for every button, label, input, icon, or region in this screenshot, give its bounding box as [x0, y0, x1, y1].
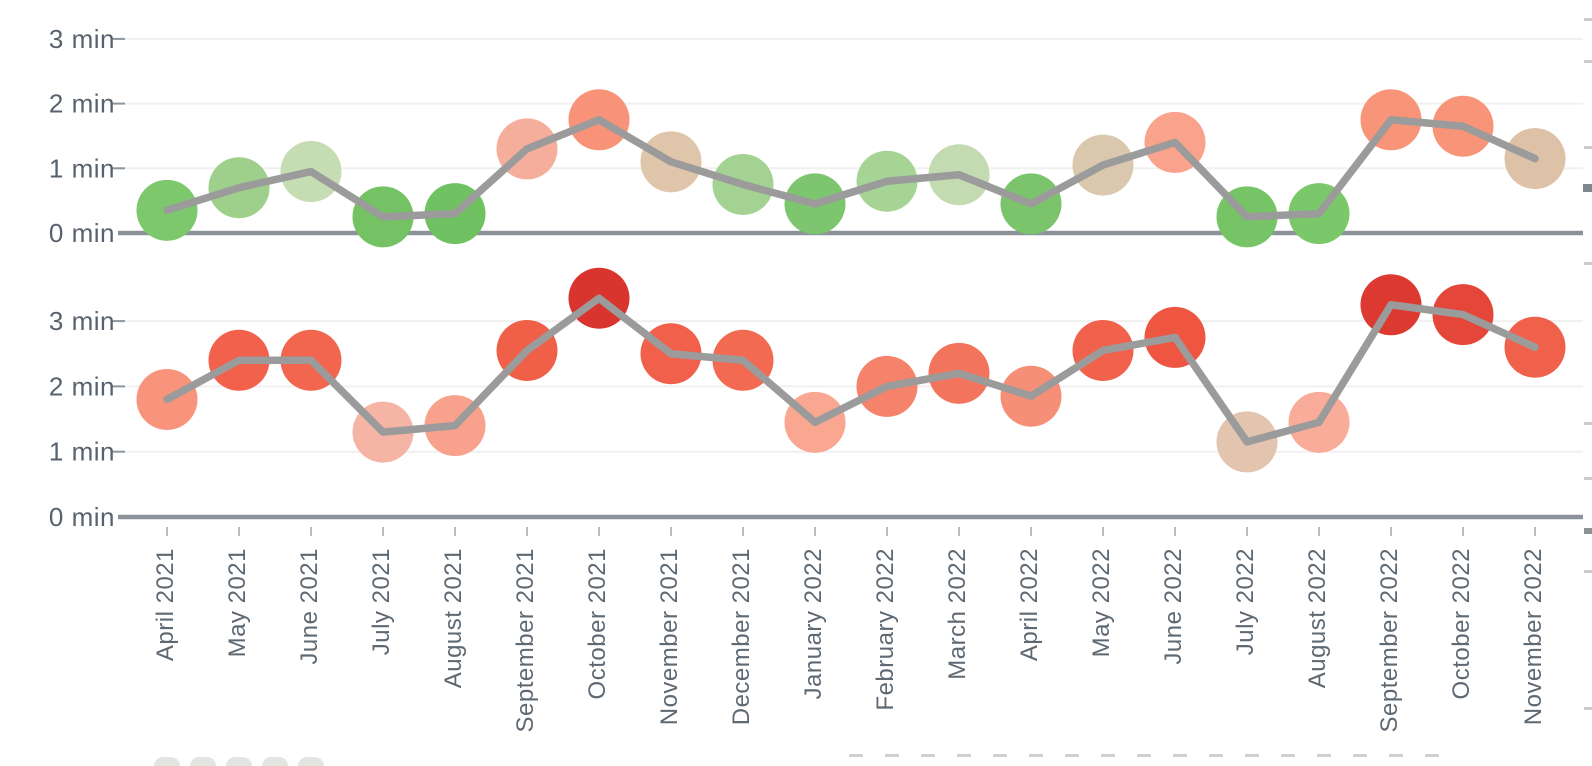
y-axis-label: 0 min [49, 502, 115, 532]
x-axis-label-august-2022: August 2022 [1304, 548, 1331, 689]
cutoff-mark [1245, 754, 1259, 757]
x-axis-label-july-2022: July 2022 [1232, 548, 1259, 656]
x-axis-label-february-2022: February 2022 [872, 548, 899, 711]
cutoff-mark [849, 754, 863, 757]
right-edge-tick-dark [1584, 528, 1592, 534]
cutoff-circle-top [298, 757, 324, 766]
x-axis-label-june-2022: June 2022 [1160, 548, 1187, 665]
x-axis-label-november-2022: November 2022 [1520, 548, 1547, 726]
right-edge-tick [1584, 707, 1592, 710]
y-axis-label: 0 min [49, 218, 115, 248]
x-axis-label-april-2021: April 2021 [152, 548, 179, 662]
cutoff-circle-top [154, 757, 180, 766]
cutoff-mark [885, 754, 899, 757]
x-axis-label-january-2022: January 2022 [800, 548, 827, 700]
right-edge-tick [1584, 60, 1592, 63]
right-edge-tick [1584, 262, 1592, 265]
x-axis-label-august-2021: August 2021 [440, 548, 467, 689]
cutoff-mark [1101, 754, 1115, 757]
x-axis-label-march-2022: March 2022 [944, 548, 971, 680]
cutoff-circle-top [190, 757, 216, 766]
cutoff-mark [1317, 754, 1331, 757]
y-axis-label: 2 min [49, 371, 115, 401]
x-axis-label-december-2021: December 2021 [728, 548, 755, 726]
trend-line [163, 116, 1539, 221]
right-edge-tick [1584, 146, 1592, 149]
y-axis-label: 1 min [49, 437, 115, 467]
x-axis-label-september-2022: September 2022 [1376, 548, 1403, 733]
right-edge-tick [1584, 570, 1592, 573]
y-axis-label: 3 min [49, 24, 115, 54]
x-axis-label-october-2021: October 2021 [584, 548, 611, 700]
x-axis-label-november-2021: November 2021 [656, 548, 683, 726]
cutoff-mark [1173, 754, 1187, 757]
cutoff-circle-top [262, 757, 288, 766]
cutoff-mark [1353, 754, 1367, 757]
trend-line [163, 294, 1539, 446]
cutoff-mark [1209, 754, 1223, 757]
cutoff-mark [1065, 754, 1079, 757]
y-axis-label: 3 min [49, 306, 115, 336]
y-axis-label: 1 min [49, 153, 115, 183]
x-axis-label-july-2021: July 2021 [368, 548, 395, 656]
right-edge-mark [1583, 184, 1592, 192]
y-axis-label: 2 min [49, 89, 115, 119]
cutoff-mark [1029, 754, 1043, 757]
cutoff-circle-top [226, 757, 252, 766]
cutoff-mark [957, 754, 971, 757]
cutoff-mark [1281, 754, 1295, 757]
x-axis-label-april-2022: April 2022 [1016, 548, 1043, 662]
x-axis-label-september-2021: September 2021 [512, 548, 539, 733]
right-edge-tick [1584, 477, 1592, 480]
x-axis-label-may-2022: May 2022 [1088, 548, 1115, 658]
right-edge-tick [1584, 18, 1592, 21]
x-axis-label-june-2021: June 2021 [296, 548, 323, 665]
cutoff-mark [1425, 754, 1439, 757]
x-axis-label-may-2021: May 2021 [224, 548, 251, 658]
cutoff-mark [993, 754, 1007, 757]
cutoff-mark [921, 754, 935, 757]
cutoff-mark [1137, 754, 1151, 757]
right-edge-tick [1584, 422, 1592, 425]
cutoff-mark [1389, 754, 1403, 757]
x-axis-label-october-2022: October 2022 [1448, 548, 1475, 700]
